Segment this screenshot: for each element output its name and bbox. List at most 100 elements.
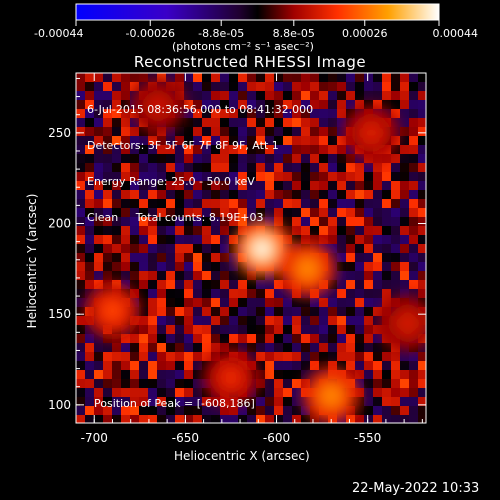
heatmap-cell xyxy=(256,118,266,128)
peak-position: Position of Peak = [-608,186] xyxy=(94,397,255,410)
heatmap-cell xyxy=(409,406,419,416)
heatmap-cell xyxy=(391,397,401,407)
heatmap-cell xyxy=(292,136,302,146)
heatmap-cell xyxy=(76,379,86,389)
heatmap-cell xyxy=(139,208,149,218)
heatmap-cell xyxy=(355,100,365,110)
heatmap-cell xyxy=(94,406,104,416)
heatmap-cell xyxy=(202,199,212,209)
heatmap-cell xyxy=(391,91,401,101)
heatmap-cell xyxy=(166,325,176,335)
heatmap-cell xyxy=(283,406,293,416)
heatmap-cell xyxy=(256,316,266,326)
heatmap-cell xyxy=(400,397,410,407)
heatmap-cell xyxy=(364,388,374,398)
heatmap-cell xyxy=(301,406,311,416)
heatmap-cell xyxy=(229,334,239,344)
heatmap-cell xyxy=(337,235,347,245)
heatmap-cell xyxy=(292,109,302,119)
heatmap-cell xyxy=(409,253,419,263)
heatmap-cell xyxy=(202,325,212,335)
heatmap-cell xyxy=(76,226,86,236)
heatmap-cell xyxy=(364,370,374,380)
heatmap-cell xyxy=(364,190,374,200)
heatmap-cell xyxy=(94,415,104,423)
heatmap-cell xyxy=(319,73,329,83)
heatmap-cell xyxy=(148,163,158,173)
heatmap-cell xyxy=(148,325,158,335)
heatmap-cell xyxy=(283,370,293,380)
heatmap-cell xyxy=(220,262,230,272)
heatmap-cell xyxy=(247,91,257,101)
heatmap-cell xyxy=(265,127,275,137)
heatmap-cell xyxy=(409,109,419,119)
heatmap-cell xyxy=(355,379,365,389)
heatmap-cell xyxy=(211,154,221,164)
heatmap-cell xyxy=(400,208,410,218)
heatmap-cell xyxy=(76,244,86,254)
heatmap-cell xyxy=(337,271,347,281)
heatmap-cell xyxy=(184,280,194,290)
heatmap-cell xyxy=(292,226,302,236)
heatmap-cell xyxy=(409,361,419,371)
heatmap-cell xyxy=(112,334,122,344)
heatmap-cell xyxy=(328,181,338,191)
heatmap-cell xyxy=(355,415,365,423)
heatmap-cell xyxy=(301,73,311,83)
heatmap-cell xyxy=(346,370,356,380)
heatmap-cell xyxy=(310,307,320,317)
heatmap-cell xyxy=(337,316,347,326)
heatmap-cell xyxy=(310,343,320,353)
heatmap-cell xyxy=(310,163,320,173)
heatmap-cell xyxy=(229,307,239,317)
heatmap-cell xyxy=(328,316,338,326)
heatmap-cell xyxy=(121,244,131,254)
heatmap-cell xyxy=(202,145,212,155)
heatmap-cell xyxy=(184,406,194,416)
heatmap-cell xyxy=(157,208,167,218)
heatmap-cell xyxy=(283,298,293,308)
heatmap-cell xyxy=(76,145,86,155)
heatmap-cell xyxy=(148,370,158,380)
heatmap-cell xyxy=(328,280,338,290)
heatmap-cell xyxy=(301,307,311,317)
heatmap-cell xyxy=(265,109,275,119)
heatmap-cell xyxy=(418,181,426,191)
heatmap-cell xyxy=(328,235,338,245)
heatmap-cell xyxy=(409,262,419,272)
heatmap-cell xyxy=(184,415,194,423)
heatmap-cell xyxy=(346,289,356,299)
heatmap-cell xyxy=(382,379,392,389)
heatmap-cell xyxy=(184,253,194,263)
heatmap-cell xyxy=(211,109,221,119)
heatmap-cell xyxy=(400,226,410,236)
heatmap-cell xyxy=(94,109,104,119)
heatmap-cell xyxy=(346,253,356,263)
heatmap-cell xyxy=(76,334,86,344)
heatmap-cell xyxy=(175,361,185,371)
heatmap-cell xyxy=(193,91,203,101)
heatmap-cell xyxy=(157,298,167,308)
heatmap-cell xyxy=(166,271,176,281)
heatmap-cell xyxy=(337,127,347,137)
info-detectors: Detectors: 3F 5F 6F 7F 8F 9F, Att 1 xyxy=(87,139,279,152)
heatmap-cell xyxy=(292,352,302,362)
heatmap-cell xyxy=(211,127,221,137)
heatmap-cell xyxy=(283,316,293,326)
heatmap-cell xyxy=(409,118,419,128)
heatmap-cell xyxy=(355,244,365,254)
heatmap-cell xyxy=(193,73,203,83)
heatmap-cell xyxy=(112,145,122,155)
heatmap-cell xyxy=(418,154,426,164)
heatmap-cell xyxy=(157,370,167,380)
heatmap-cell xyxy=(94,352,104,362)
heatmap-cell xyxy=(301,208,311,218)
heatmap-cell xyxy=(103,262,113,272)
heatmap-cell xyxy=(355,181,365,191)
heatmap-cell xyxy=(409,181,419,191)
heatmap-cell xyxy=(166,379,176,389)
heatmap-cell xyxy=(211,181,221,191)
heatmap-cell xyxy=(175,352,185,362)
heatmap-cell xyxy=(85,388,95,398)
heatmap-cell xyxy=(310,136,320,146)
